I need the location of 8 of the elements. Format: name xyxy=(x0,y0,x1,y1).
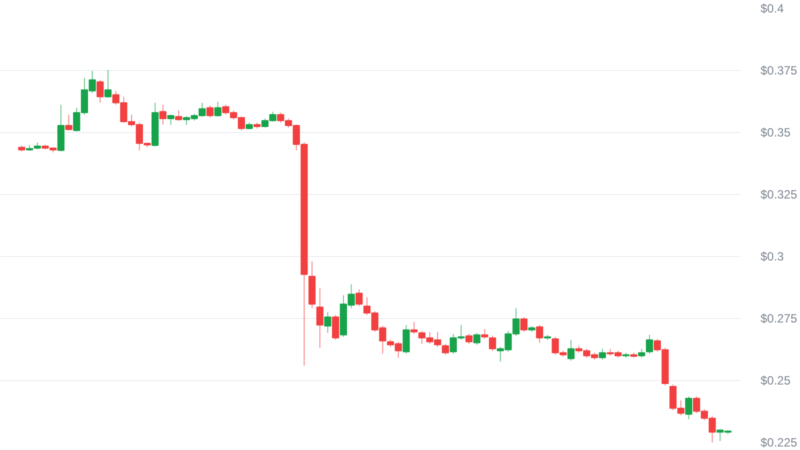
y-tick-label: $0.25 xyxy=(760,374,791,388)
y-tick-label: $0.35 xyxy=(760,126,791,140)
y-tick-label: $0.325 xyxy=(760,188,798,202)
y-tick-label: $0.3 xyxy=(760,250,784,264)
y-tick-label: $0.225 xyxy=(760,436,798,450)
y-tick-label: $0.375 xyxy=(760,64,798,78)
y-tick-label: $0.4 xyxy=(760,2,784,16)
y-tick-label: $0.275 xyxy=(760,312,798,326)
